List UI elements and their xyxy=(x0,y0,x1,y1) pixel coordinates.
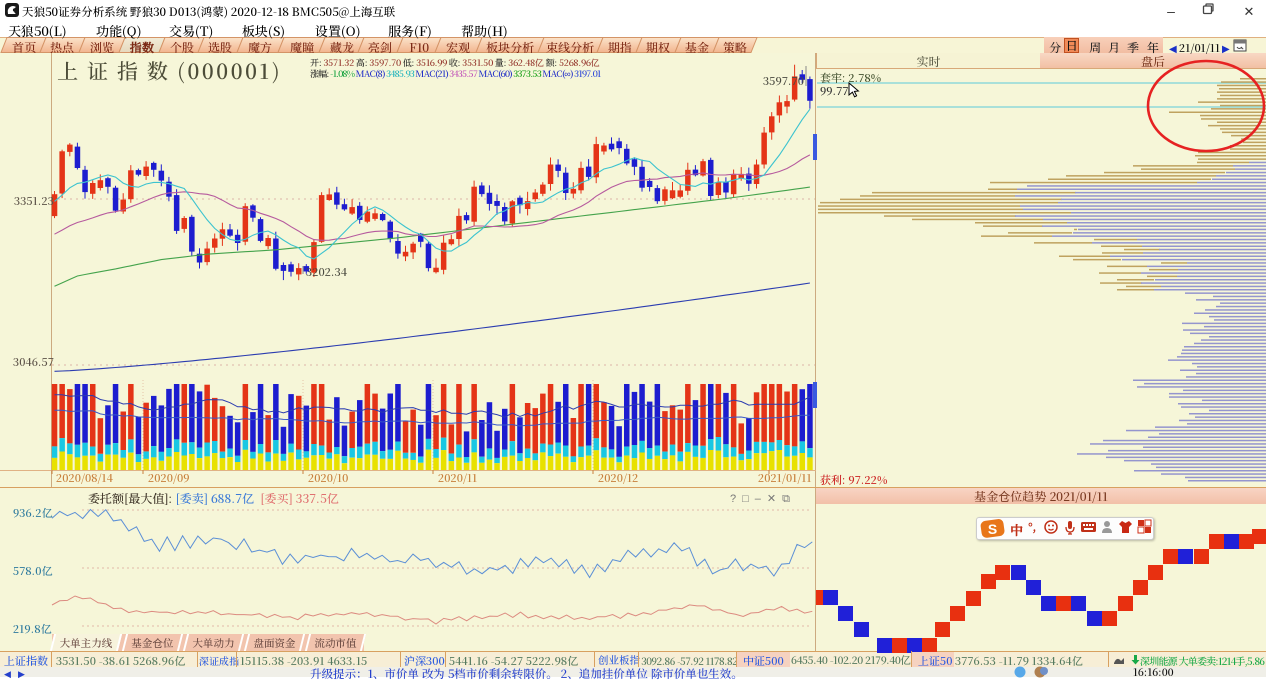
svg-text:3597.70: 3597.70 xyxy=(763,73,804,89)
svg-text:2020/08/14: 2020/08/14 xyxy=(56,470,114,486)
svg-text:2020/12: 2020/12 xyxy=(598,470,639,486)
svg-text:2020/10: 2020/10 xyxy=(308,470,348,486)
svg-text:3202.34: 3202.34 xyxy=(306,264,348,280)
svg-text:S: S xyxy=(988,521,997,537)
svg-text:2020/09: 2020/09 xyxy=(148,470,190,486)
svg-text:2020/11: 2020/11 xyxy=(438,470,477,486)
svg-text:2021/01/11: 2021/01/11 xyxy=(758,470,812,486)
